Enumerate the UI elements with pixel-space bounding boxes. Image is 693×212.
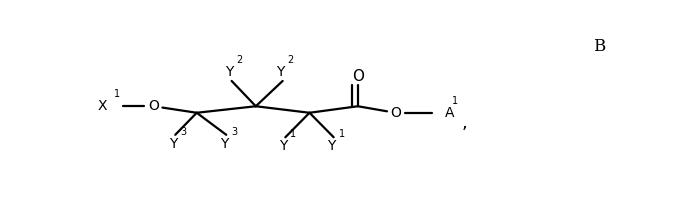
Text: Y: Y [277,65,285,79]
Text: 1: 1 [452,96,458,106]
Text: O: O [148,99,159,113]
Text: O: O [390,106,401,120]
Text: Y: Y [225,65,234,79]
Text: B: B [593,38,606,55]
Text: ,: , [462,114,467,132]
Text: 3: 3 [180,127,186,137]
Text: A: A [445,106,455,120]
Text: Y: Y [279,139,288,153]
Text: Y: Y [327,139,335,153]
Text: Y: Y [169,137,177,151]
Text: O: O [352,68,364,84]
Text: 2: 2 [236,55,243,65]
Text: X: X [98,99,107,113]
Text: 3: 3 [231,127,237,137]
Text: 1: 1 [290,129,297,139]
Text: Y: Y [220,137,228,151]
Text: 2: 2 [288,55,294,65]
Text: 1: 1 [338,129,344,139]
Text: 1: 1 [114,89,120,99]
